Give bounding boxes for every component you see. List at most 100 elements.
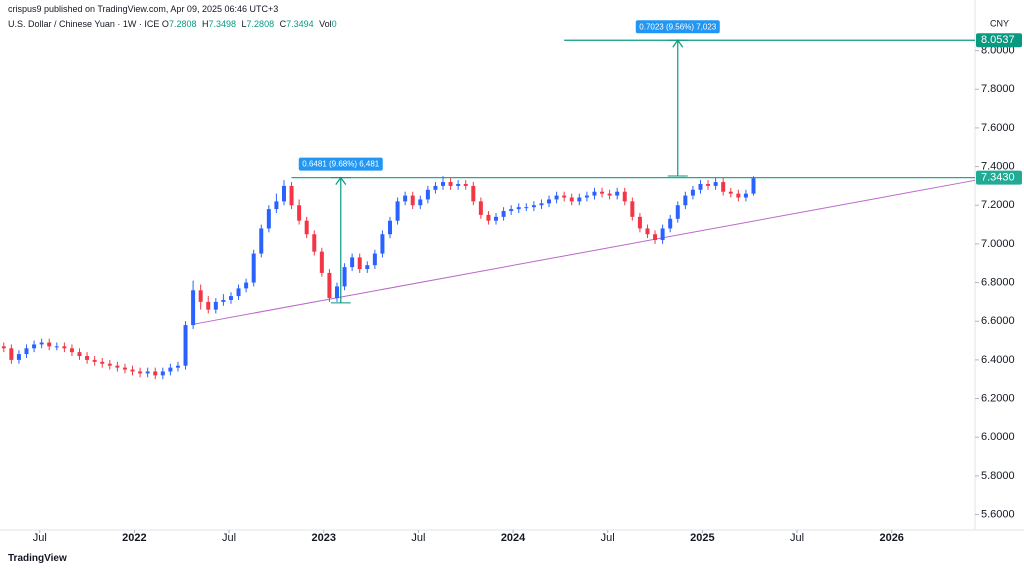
candle-body [524,207,529,209]
candle-body [372,253,377,266]
candle-body [334,286,339,299]
candle-body [107,363,112,366]
candle-body [47,342,52,347]
x-tick-label: Jul [601,532,615,544]
candle-body [600,191,605,194]
y-tick-label: 6.0000 [981,431,1015,443]
candle-body [236,288,241,297]
ohlc-key: H [201,19,209,29]
candle-body [259,228,264,254]
candle-body [562,195,567,198]
measure-label: 0.6481 (9.68%) 6,481 [302,160,379,169]
published-note: crispus9 published on TradingView.com, A… [8,4,279,14]
y-tick-label: 6.4000 [981,354,1015,366]
candle-body [645,228,650,235]
ohlc-key: C [279,19,287,29]
candle-body [69,348,74,353]
price-badge-label: 8.0537 [981,34,1015,46]
candle-body [615,191,620,196]
x-tick-label: Jul [33,532,47,544]
candle-body [486,214,491,221]
candle-body [130,369,135,372]
candle-body [115,365,120,368]
y-tick-label: 5.8000 [981,470,1015,482]
y-tick-label: 7.6000 [981,122,1015,134]
brand: TradingView [8,553,67,564]
candle-body [494,216,499,221]
y-tick-label: 7.8000 [981,83,1015,95]
candle-body [160,371,165,376]
price-badge [976,33,1022,48]
candle-body [690,189,695,196]
x-tick-label: 2025 [690,532,714,544]
candle-body [441,182,446,186]
symbol-line: U.S. Dollar / Chinese Yuan · 1W · ICE O7… [8,19,340,29]
candle-body [145,371,150,374]
y-tick-label: 6.8000 [981,276,1015,288]
x-tick-label: 2026 [879,532,903,544]
candle-body [281,185,286,202]
candle-body [39,342,44,345]
candle-body [388,220,392,235]
y-tick-label: 6.6000 [981,315,1015,327]
candle-body [16,354,21,360]
y-tick-label: 6.2000 [981,392,1015,404]
x-tick-label: 2022 [122,532,146,544]
y-tick-label: 7.4000 [981,160,1015,172]
volume-key: Vol [319,19,332,29]
candle-body [668,218,673,229]
candle-body [660,228,665,241]
trendline [194,179,976,325]
candle-body [274,201,279,210]
candle-body [85,356,90,360]
y-tick-label: 8.0000 [981,45,1015,57]
candle-body [77,352,82,357]
x-tick-label: 2023 [311,532,335,544]
candle-body [425,189,430,200]
candle-body [683,195,688,206]
candle-body [622,191,627,202]
candle-body [410,195,415,206]
candle-body [213,301,218,310]
candle-body [554,195,559,200]
x-tick-label: Jul [790,532,804,544]
candle-body [228,296,233,300]
candle-body [350,257,355,268]
ohlc-key: O [161,19,169,29]
ohlc-key: L [241,19,247,29]
candle-body [653,234,658,241]
candle-body [175,365,180,368]
price-badge [976,170,1022,185]
volume-value: 0 [331,19,337,29]
ohlc-value: 7.3498 [208,19,237,29]
candle-body [706,183,711,186]
candle-body [418,199,423,206]
candle-body [539,203,544,206]
candle-body [630,201,635,217]
candle-body [637,216,642,229]
candle-body [244,282,249,289]
candle-body [153,371,158,376]
candle-body [289,185,294,206]
x-tick-label: 2024 [501,532,526,544]
candle-body [191,290,196,326]
candle-body [54,346,59,348]
candle-body [251,253,256,283]
candle-body [698,183,703,190]
candle-body [62,346,67,349]
candle-body [743,193,748,198]
candle-body [138,371,143,374]
price-badge-label: 7.3430 [981,172,1015,184]
candle-body [327,272,332,299]
candle-body [736,193,741,198]
candle-body [312,234,317,252]
candle-body [721,182,726,192]
candle-body [751,178,756,194]
candle-body [584,195,589,198]
candle-body [168,367,173,372]
candle-body [501,211,506,217]
candle-body [319,251,324,273]
candle-body [221,299,226,302]
candle-body [92,359,97,362]
candle-body [448,182,453,186]
